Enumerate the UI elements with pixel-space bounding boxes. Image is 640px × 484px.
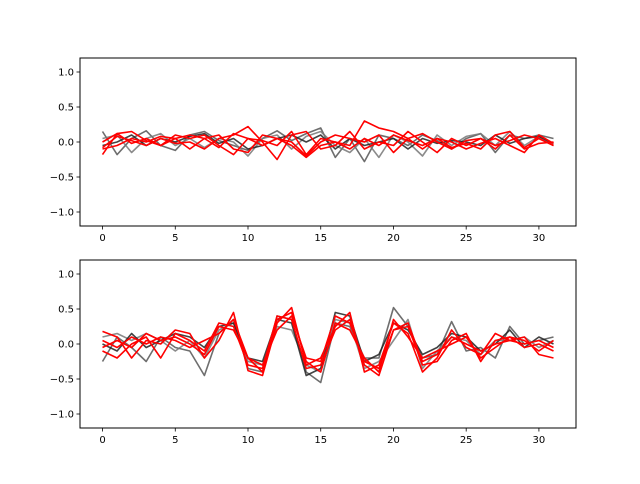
x-tick-label: 20 (387, 435, 400, 446)
y-tick-label: −0.5 (50, 375, 74, 386)
y-tick-label: 0.0 (58, 138, 74, 149)
x-tick-label: 30 (533, 435, 546, 446)
top-subplot: 0 5 10 15 20 25 30 −1.0 −0.5 0.0 0.5 1.0 (50, 57, 577, 244)
x-tick-label: 30 (533, 233, 546, 244)
series-group (101, 306, 554, 384)
x-tick-label: 20 (387, 233, 400, 244)
y-tick-label: 0.5 (58, 305, 74, 316)
series-line-6 (102, 315, 554, 370)
y-tick-label: 1.0 (58, 270, 74, 281)
x-tick-label: 15 (314, 435, 327, 446)
x-tick-label: 0 (99, 435, 105, 446)
series-group (101, 120, 554, 163)
series-line-3 (101, 120, 554, 156)
x-tick-label: 10 (242, 233, 255, 244)
x-tick-label: 10 (242, 435, 255, 446)
series-line-5 (102, 132, 554, 157)
y-tick-label: 1.0 (58, 68, 74, 79)
series-line-4 (102, 125, 554, 161)
y-tick-label: 0.0 (58, 340, 74, 351)
bottom-subplot: 0 5 10 15 20 25 30 −1.0 −0.5 0.0 0.5 1.0 (50, 259, 577, 446)
x-tick-label: 0 (99, 233, 105, 244)
x-tick-label: 25 (460, 233, 473, 244)
series-line-6 (102, 134, 554, 159)
y-tick-label: 0.5 (58, 103, 74, 114)
y-tick-label: −1.0 (50, 208, 74, 219)
x-tick-label: 5 (172, 233, 178, 244)
series-line-5 (102, 311, 554, 373)
x-tick-label: 25 (460, 435, 473, 446)
x-tick-label: 5 (172, 435, 178, 446)
x-tick-label: 15 (314, 233, 327, 244)
y-tick-label: −0.5 (50, 173, 74, 184)
y-tick-label: −1.0 (50, 410, 74, 421)
